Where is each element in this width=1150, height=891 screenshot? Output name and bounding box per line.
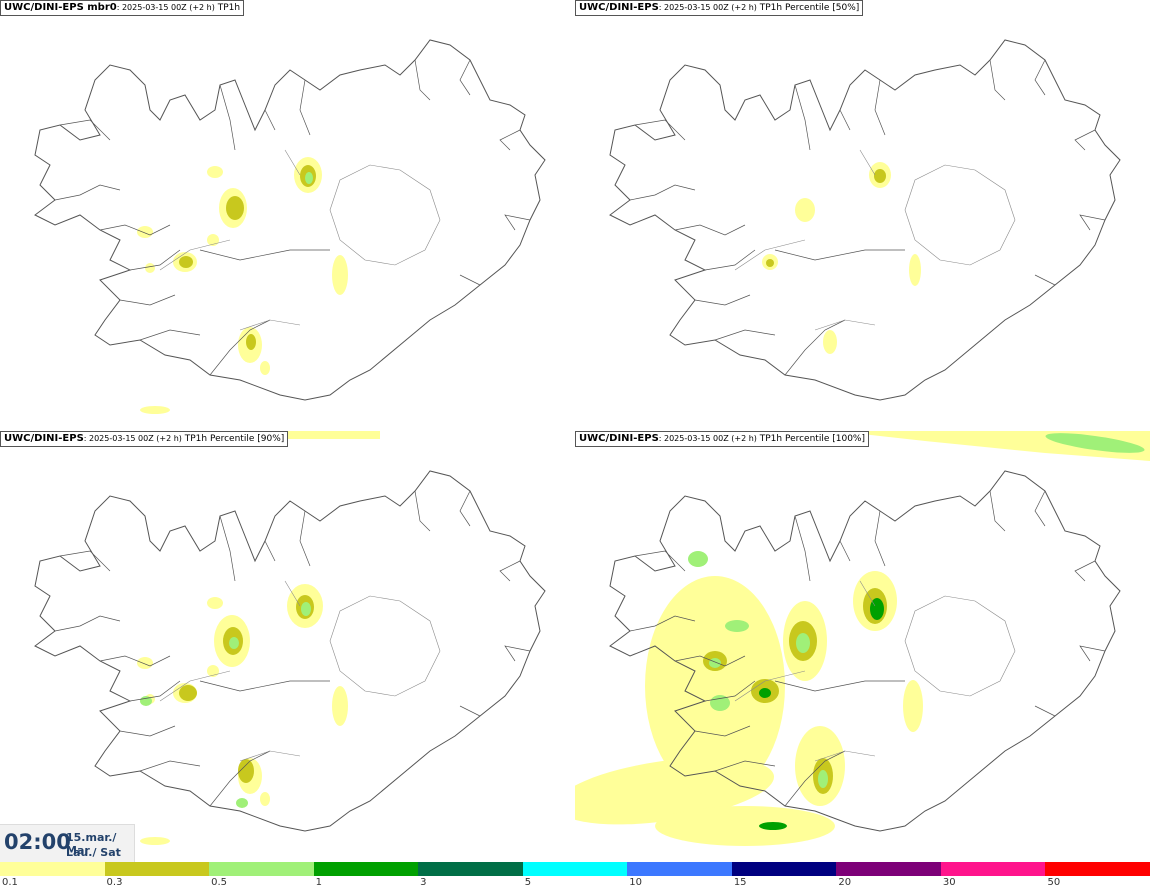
map-panel-mbr0: UWC/DINI-EPS mbr0: 2025-03-15 00Z (+2 h)… (0, 0, 575, 431)
valid-weekday: Lau./ Sat (66, 846, 121, 859)
legend-colorbar (0, 862, 1150, 876)
legend-labels: 0.1 0.3 0.5 1 3 5 10 15 20 30 50 (0, 876, 1150, 891)
precipitation-map (575, 431, 1150, 846)
panel-title: UWC/DINI-EPS: 2025-03-15 00Z (+2 h) TP1h… (0, 431, 289, 447)
legend-swatch (836, 862, 941, 876)
legend-label: 0.1 (2, 877, 18, 888)
legend-swatch (940, 862, 1046, 876)
map-panel-p100: UWC/DINI-EPS: 2025-03-15 00Z (+2 h) TP1h… (575, 431, 1150, 862)
legend-swatch (209, 862, 314, 876)
legend-label: 30 (942, 877, 956, 888)
legend-label: 0.3 (106, 877, 123, 888)
valid-date: 15.mar./ Mar (66, 831, 117, 857)
precipitation-map (34, 39, 546, 414)
legend-label: 10 (629, 877, 642, 888)
legend-label: 20 (838, 877, 852, 888)
panel-title: UWC/DINI-EPS: 2025-03-15 00Z (+2 h) TP1h… (575, 431, 869, 447)
legend-label: 3 (420, 877, 427, 888)
precip-legend: 0.1 0.3 0.5 1 3 5 10 15 20 30 50 (0, 862, 1150, 891)
precipitation-map (609, 39, 1121, 401)
map-panel-p50: UWC/DINI-EPS: 2025-03-15 00Z (+2 h) TP1h… (575, 0, 1150, 431)
legend-label: 5 (524, 877, 532, 888)
legend-swatch (522, 862, 628, 876)
legend-swatch (418, 862, 523, 876)
legend-label: 15 (733, 877, 747, 888)
legend-swatch (104, 862, 210, 876)
legend-swatch (0, 862, 105, 876)
legend-swatch (1045, 862, 1150, 876)
panel-title: UWC/DINI-EPS: 2025-03-15 00Z (+2 h) TP1h… (575, 0, 864, 16)
precipitation-map (0, 431, 546, 845)
legend-swatch (731, 862, 837, 876)
panel-title: UWC/DINI-EPS mbr0: 2025-03-15 00Z (+2 h)… (0, 0, 245, 16)
legend-label: 50 (1047, 877, 1061, 888)
valid-time-box: 02:00 15.mar./ Mar Lau./ Sat (0, 824, 135, 863)
legend-swatch (627, 862, 732, 876)
map-panel-p90: UWC/DINI-EPS: 2025-03-15 00Z (+2 h) TP1h… (0, 431, 575, 862)
legend-label: 1 (315, 877, 322, 888)
valid-time: 02:00 (4, 830, 71, 854)
legend-label: 0.5 (211, 877, 227, 888)
legend-swatch (313, 862, 419, 876)
